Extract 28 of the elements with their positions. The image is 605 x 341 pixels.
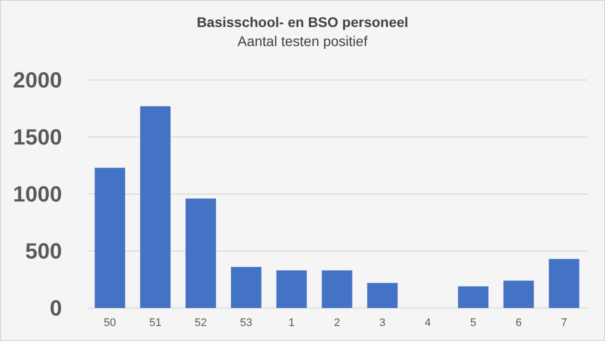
chart-title: Basisschool- en BSO personeel: [196, 14, 408, 30]
x-tick-label: 3: [379, 317, 386, 329]
bar: [458, 286, 488, 308]
y-tick-label: 1000: [13, 182, 62, 207]
bar: [276, 270, 307, 308]
chart-subtitle: Aantal testen positief: [238, 33, 368, 49]
x-tick-label: 4: [424, 317, 431, 329]
bar: [503, 280, 534, 308]
x-tick-label: 51: [149, 317, 162, 329]
x-tick-label: 2: [334, 317, 340, 329]
y-tick-label: 0: [50, 296, 62, 321]
bar: [186, 198, 216, 308]
x-tick-label: 1: [288, 317, 295, 329]
x-tick-label: 53: [240, 317, 252, 329]
x-tick-label: 7: [561, 317, 568, 329]
bar: [230, 266, 262, 308]
x-tick-label: 50: [104, 317, 116, 329]
bar: [140, 106, 171, 308]
y-tick-label: 1500: [13, 124, 62, 150]
bar: [322, 270, 352, 308]
y-tick-label: 500: [25, 238, 62, 264]
x-tick-label: 6: [516, 317, 522, 329]
x-tick-label: 5: [470, 317, 476, 329]
bar: [367, 282, 398, 308]
x-tick-label: 52: [194, 317, 207, 329]
y-tick-label: 2000: [13, 68, 62, 93]
bar: [548, 258, 580, 308]
bar: [94, 168, 126, 308]
